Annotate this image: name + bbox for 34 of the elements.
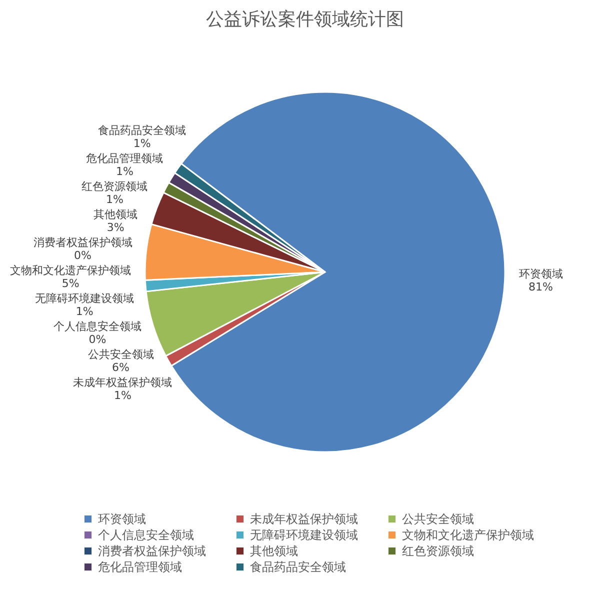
slice-label: 危化品管理领域 — [86, 152, 164, 166]
data-label: 1% — [133, 137, 151, 150]
text: 0% — [74, 249, 92, 262]
legend-label: 公共安全领域 — [402, 512, 474, 526]
text: 0% — [88, 333, 106, 346]
legend-label: 红色资源领域 — [402, 544, 474, 558]
slice-label: 文物和文化遗产保护领域 — [10, 264, 132, 278]
data-label: 81% — [528, 280, 553, 294]
slice-label: 未成年权益保护领域 — [73, 376, 172, 390]
slice-label: 红色资源领域 — [82, 180, 148, 194]
slice-label: 环资领域 — [518, 267, 563, 280]
data-label: 1% — [116, 165, 134, 178]
category-label: 个人信息安全领域 — [53, 320, 142, 334]
data-label: 1% — [106, 193, 124, 206]
legend-label: 文物和文化遗产保护领域 — [402, 528, 534, 542]
data-label: 3% — [106, 221, 124, 234]
data-label: 5% — [62, 277, 80, 290]
legend-label: 个人信息安全领域 — [98, 528, 194, 542]
legend-label: 未成年权益保护领域 — [250, 512, 358, 526]
legend-label: 消费者权益保护领域 — [98, 544, 206, 558]
category-label: 消费者权益保护领域 — [33, 236, 132, 250]
slice-label: 其他领域 — [94, 208, 138, 222]
legend-label: 无障碍环境建设领域 — [250, 528, 358, 542]
data-label: 1% — [76, 305, 94, 318]
slice-label: 无障碍环境建设领域 — [35, 292, 134, 306]
legend-label: 食品药品安全领域 — [250, 560, 346, 574]
legend-label: 危化品管理领域 — [98, 560, 182, 574]
data-label: 6% — [112, 361, 130, 374]
legend-label: 其他领域 — [250, 544, 298, 558]
legend-label: 环资领域 — [98, 512, 146, 526]
data-label: 1% — [114, 389, 132, 402]
slice-label: 食品药品安全领域 — [98, 124, 186, 138]
slice-label: 公共安全领域 — [88, 348, 154, 362]
chart-title: 公益诉讼案件领域统计图 — [206, 9, 404, 30]
